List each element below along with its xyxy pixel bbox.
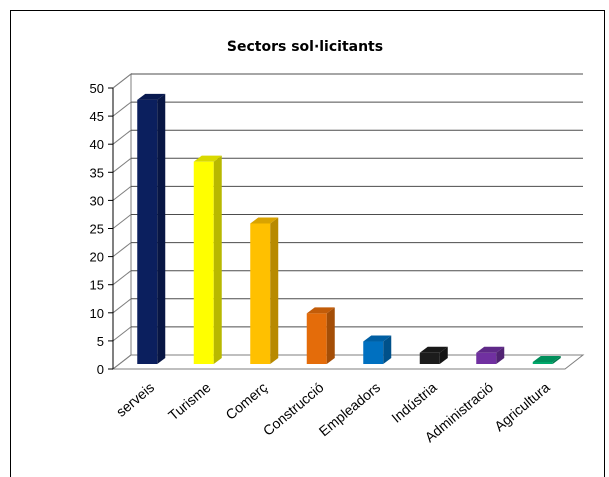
bar-top <box>193 155 222 162</box>
bar-agricultura <box>532 356 561 364</box>
bar-front <box>193 161 214 364</box>
bar-front <box>419 352 440 364</box>
bar-front <box>250 223 271 364</box>
bar-empleadors <box>363 335 392 364</box>
y-tick-label: 5 <box>97 334 104 349</box>
y-tick-label: 40 <box>90 137 104 152</box>
bar-top <box>250 217 279 224</box>
gridline-diagonal <box>112 101 132 117</box>
bar-top <box>476 346 505 353</box>
bars <box>137 93 561 365</box>
y-tick-label: 45 <box>90 109 104 124</box>
gridline-diagonal <box>112 157 132 173</box>
gridline-diagonal <box>112 354 132 370</box>
gridline-diagonal <box>112 186 132 201</box>
bar-top <box>363 335 392 342</box>
bar-front <box>476 352 497 364</box>
bar-side <box>270 217 279 364</box>
bar-comerç <box>250 217 279 364</box>
y-tick-label: 25 <box>90 222 104 237</box>
bar-administració <box>476 346 505 364</box>
bar-serveis <box>137 93 166 365</box>
bar-top <box>532 356 561 362</box>
y-tick-label: 15 <box>90 278 104 293</box>
bar-side <box>552 356 561 364</box>
bar-side <box>439 346 448 364</box>
y-tick-label: 10 <box>90 306 104 321</box>
bar-front <box>532 362 553 364</box>
bar-side <box>496 346 505 364</box>
bar-front <box>137 99 158 365</box>
gridline-diagonal <box>112 242 132 257</box>
bar-side <box>157 93 166 365</box>
gridline-diagonal <box>112 129 132 145</box>
bar-front <box>363 341 384 364</box>
gridline-diagonal <box>112 326 132 342</box>
bar-side <box>383 335 392 364</box>
y-tick-label: 0 <box>97 362 104 377</box>
bar-construcció <box>306 307 335 364</box>
y-tick-label: 35 <box>90 165 104 180</box>
bar-front <box>306 313 327 364</box>
y-tick-label: 20 <box>90 250 104 265</box>
y-axis-ticks: 0 5 10 15 20 25 30 35 40 45 50 <box>90 81 114 377</box>
bar-top <box>306 307 335 314</box>
bar-top <box>137 93 166 100</box>
gridline-diagonal <box>112 214 132 229</box>
gridline-diagonal <box>112 298 132 314</box>
gridline-diagonal <box>112 73 132 89</box>
bar-side <box>326 307 335 364</box>
gridline-diagonal <box>112 270 132 286</box>
bar-side <box>213 155 222 364</box>
bar-top <box>419 346 448 353</box>
floor <box>111 354 585 370</box>
bar-indústria <box>419 346 448 364</box>
y-tick-label: 50 <box>90 81 104 96</box>
bar-turisme <box>193 155 222 364</box>
y-tick-label: 30 <box>90 193 104 208</box>
chart-title: Sectors sol·licitants <box>227 39 383 55</box>
